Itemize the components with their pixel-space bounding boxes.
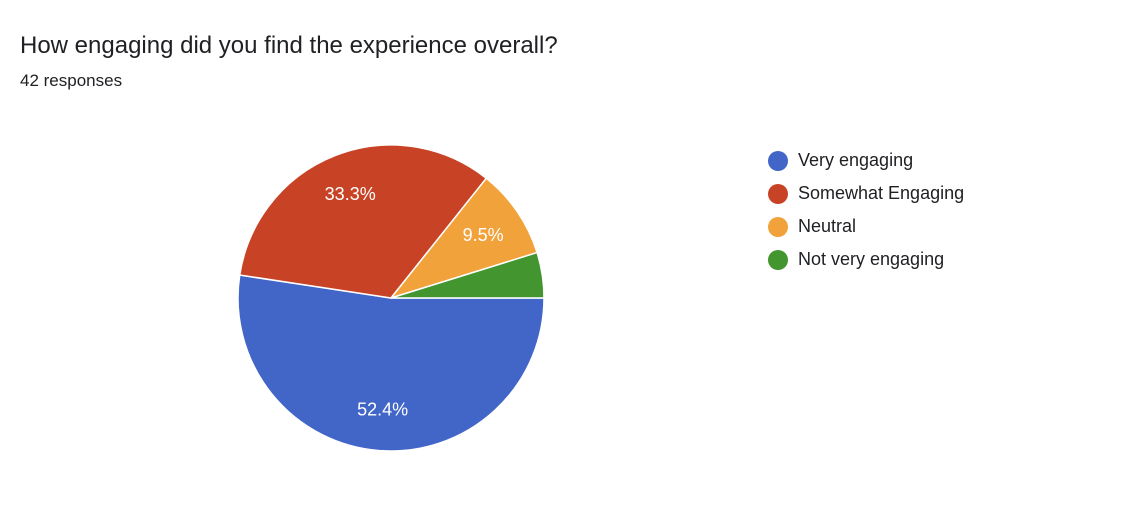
pie-slice-very-engaging[interactable]: [237, 274, 545, 452]
legend-item-somewhat-engaging[interactable]: Somewhat Engaging: [768, 177, 964, 210]
legend-swatch-somewhat-engaging: [768, 183, 788, 204]
pie-slice-not-very-engaging[interactable]: [390, 251, 545, 299]
pie-slice-somewhat-engaging[interactable]: [238, 144, 488, 299]
pie-label-very-engaging: 52.4%: [357, 399, 408, 419]
chart-title: How engaging did you find the experience…: [20, 32, 558, 59]
legend-item-neutral[interactable]: Neutral: [768, 210, 964, 243]
legend-swatch-neutral: [768, 216, 788, 237]
legend-label-somewhat-engaging: Somewhat Engaging: [798, 183, 965, 203]
legend-label-not-very-engaging: Not very engaging: [798, 249, 945, 269]
legend-label-neutral: Neutral: [798, 216, 857, 236]
chart-legend: Very engaging Somewhat Engaging Neutral …: [768, 144, 964, 276]
pie-slice-neutral[interactable]: [390, 177, 538, 299]
legend-item-very-engaging[interactable]: Very engaging: [768, 144, 964, 177]
response-count: 42 responses: [20, 71, 123, 90]
pie-chart: 52.4% 33.3% 9.5%: [237, 144, 545, 452]
legend-label-very-engaging: Very engaging: [798, 150, 914, 170]
pie-label-somewhat-engaging: 33.3%: [325, 184, 376, 204]
legend-item-not-very-engaging[interactable]: Not very engaging: [768, 243, 964, 276]
legend-swatch-not-very-engaging: [768, 249, 788, 270]
legend-swatch-very-engaging: [768, 150, 788, 171]
pie-label-neutral: 9.5%: [463, 225, 504, 245]
